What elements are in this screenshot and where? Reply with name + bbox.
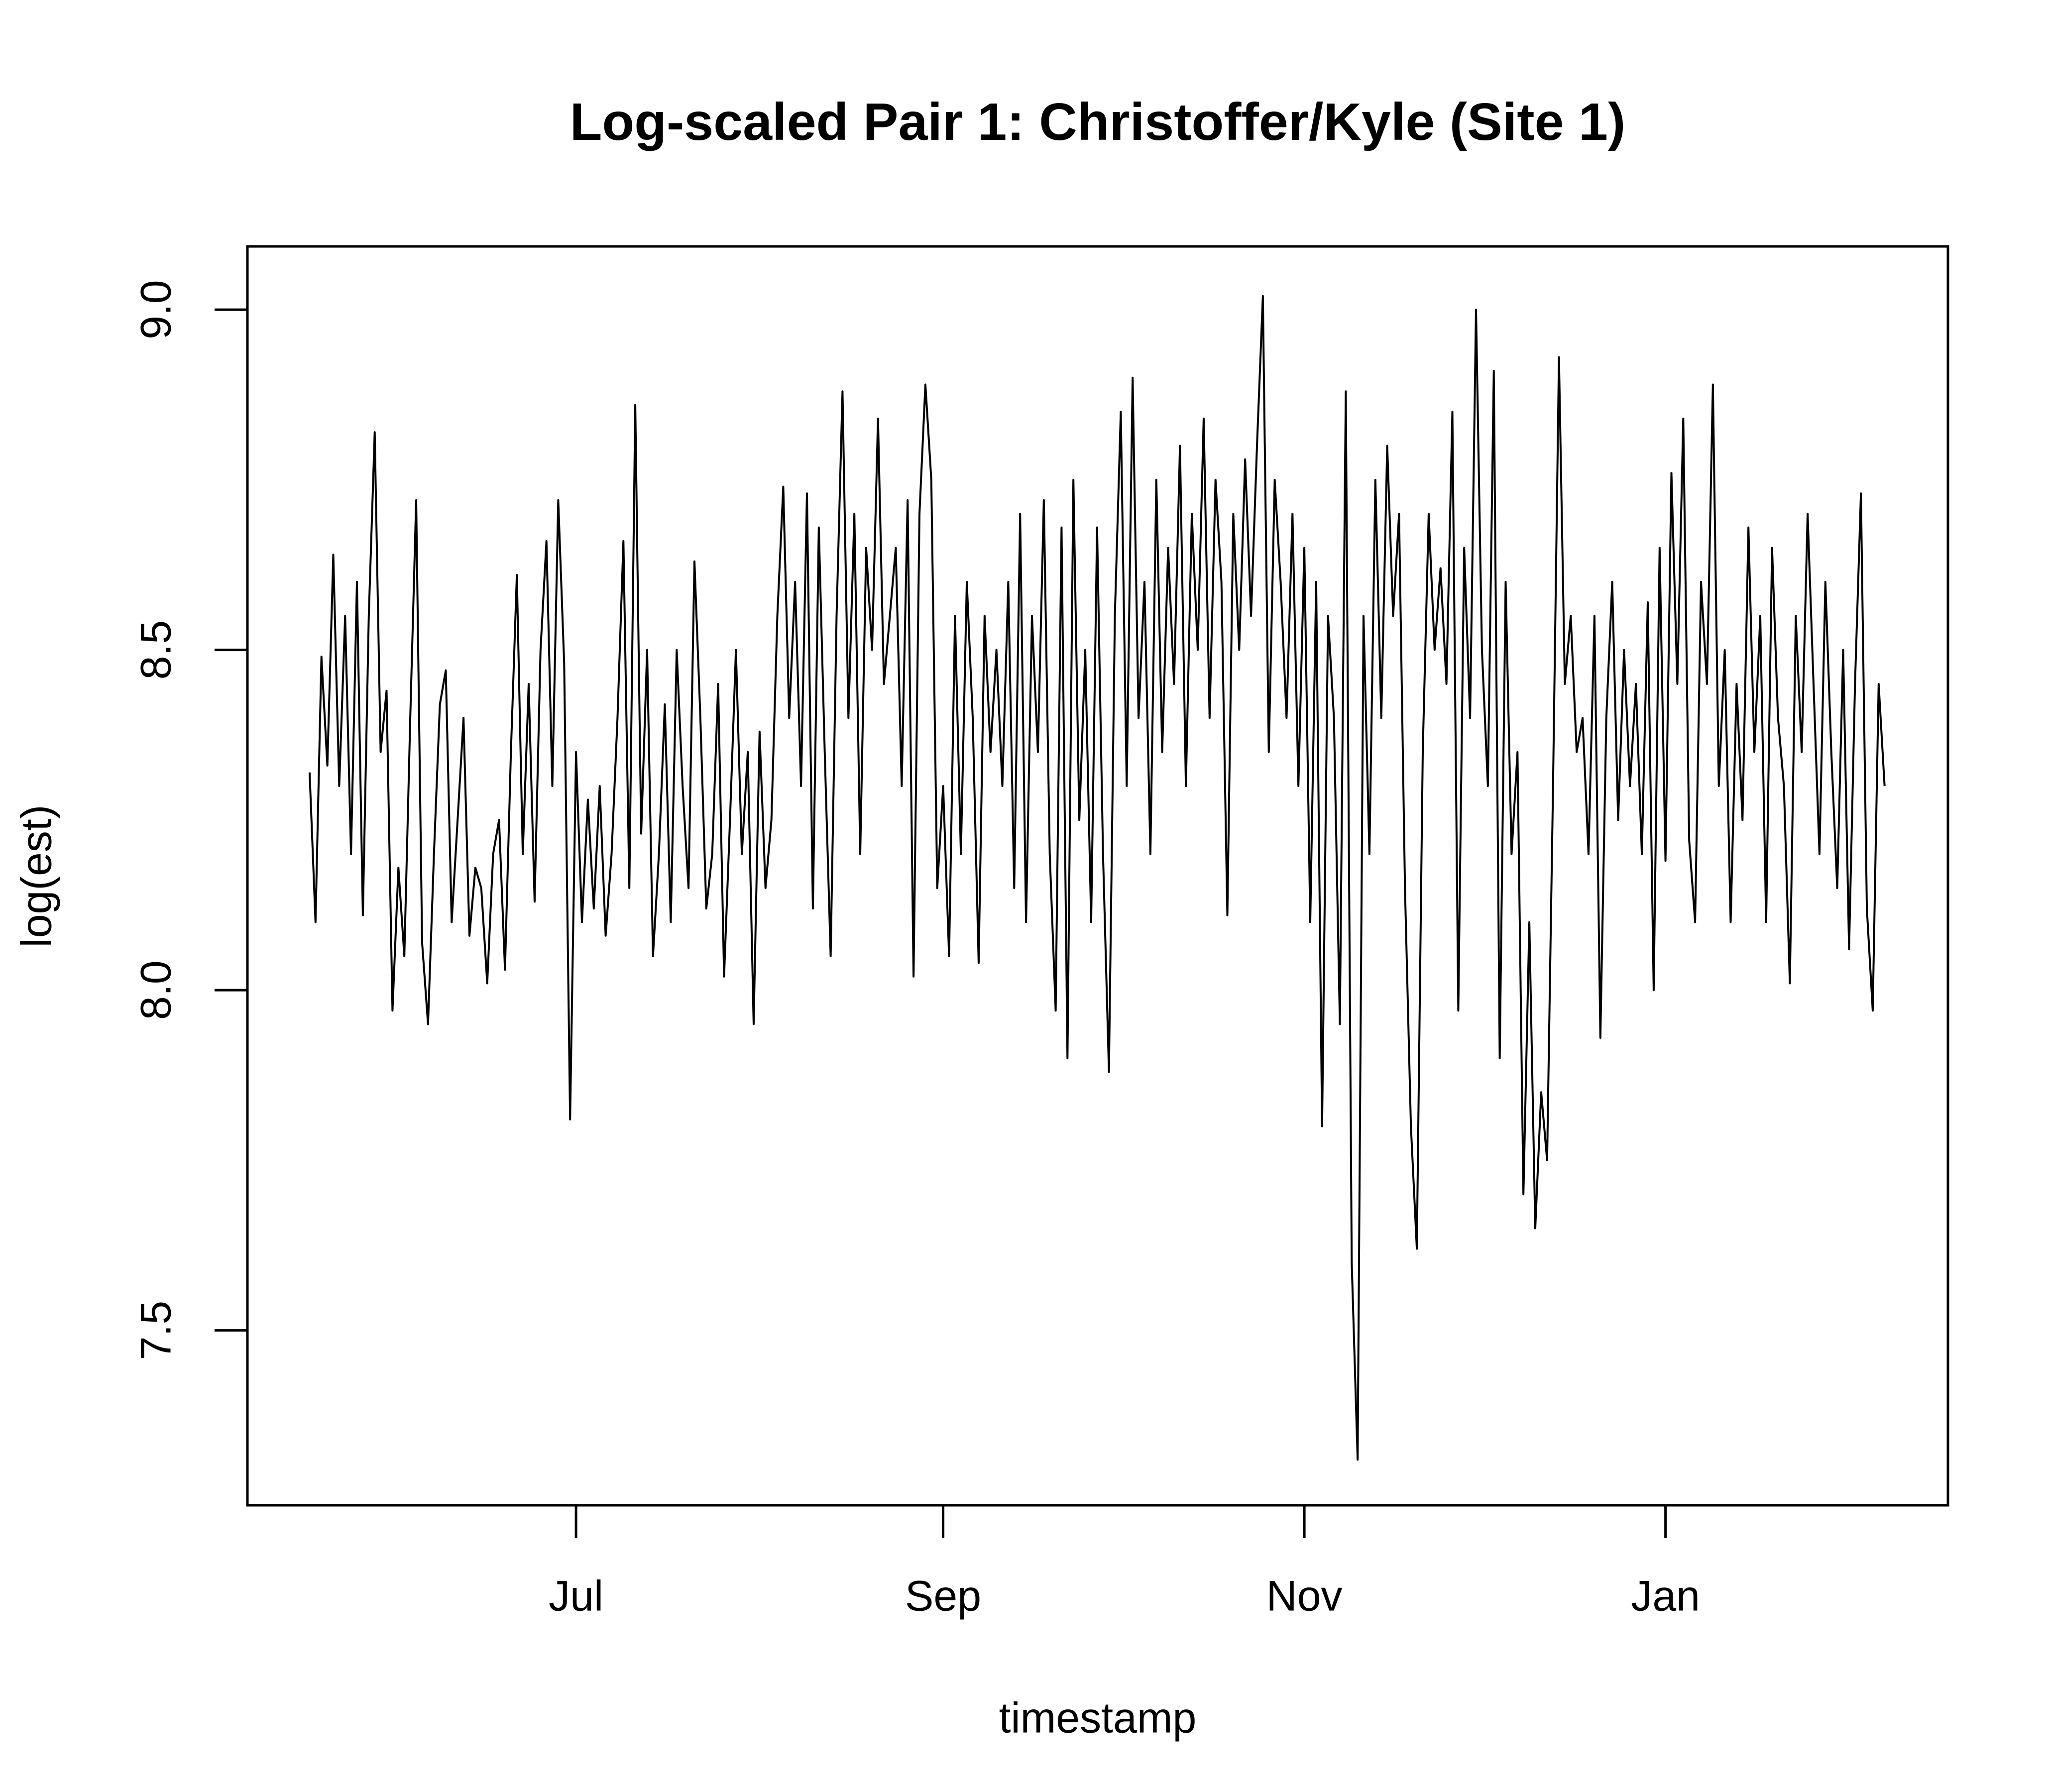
x-axis-label: timestamp — [999, 1694, 1197, 1742]
chart-title: Log-scaled Pair 1: Christoffer/Kyle (Sit… — [570, 93, 1626, 151]
x-tick-label: Nov — [1266, 1572, 1343, 1620]
y-tick-label: 8.5 — [132, 620, 180, 680]
x-tick-label: Sep — [905, 1572, 981, 1620]
y-tick-label: 8.0 — [132, 960, 180, 1020]
y-axis-label: log(est) — [13, 805, 61, 948]
data-line — [308, 295, 1886, 1461]
x-tick-label: Jul — [549, 1572, 603, 1620]
y-tick-label: 7.5 — [132, 1301, 180, 1360]
y-tick-label: 9.0 — [132, 280, 180, 339]
x-tick-label: Jan — [1631, 1572, 1700, 1620]
